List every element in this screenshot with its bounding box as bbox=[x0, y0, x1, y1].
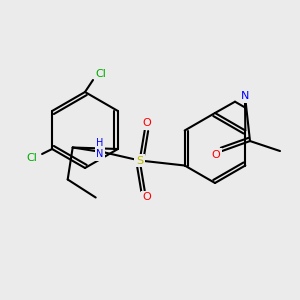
Text: S: S bbox=[136, 155, 143, 166]
Text: O: O bbox=[142, 118, 151, 128]
Text: H
N: H N bbox=[96, 138, 103, 159]
Text: O: O bbox=[142, 193, 151, 202]
Text: Cl: Cl bbox=[96, 69, 106, 79]
Text: N: N bbox=[241, 91, 249, 101]
Text: O: O bbox=[212, 150, 220, 160]
Text: Cl: Cl bbox=[27, 153, 38, 163]
